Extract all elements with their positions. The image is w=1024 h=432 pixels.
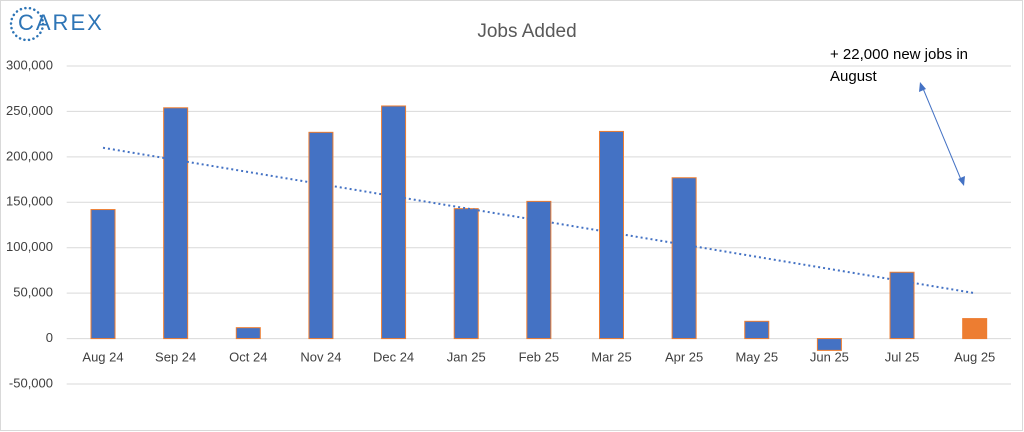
y-tick-label: 0 — [46, 330, 53, 345]
arrow-head — [919, 82, 926, 92]
x-tick-label: Aug 24 — [82, 349, 123, 364]
bar — [163, 107, 189, 340]
y-tick-label: 50,000 — [13, 285, 53, 300]
arrow-line — [921, 85, 963, 183]
x-tick-label: Apr 25 — [665, 349, 703, 364]
bar — [889, 271, 915, 340]
bar — [962, 318, 988, 340]
chart-title: Jobs Added — [477, 21, 576, 42]
y-tick-label: -50,000 — [9, 375, 53, 390]
x-tick-label: Sep 24 — [155, 349, 196, 364]
logo: CAREX — [9, 6, 104, 42]
bar — [671, 177, 697, 340]
annotation-arrow — [919, 82, 965, 186]
x-tick-label: Dec 24 — [373, 349, 414, 364]
bar — [526, 200, 552, 340]
y-tick-label: 200,000 — [6, 148, 53, 163]
trendline — [102, 146, 975, 295]
arrow-head — [958, 176, 965, 186]
annotation: + 22,000 new jobs in August — [830, 46, 969, 85]
bar — [90, 209, 116, 340]
marks — [90, 105, 988, 351]
y-tick-label: 250,000 — [6, 103, 53, 118]
y-tick-label: 150,000 — [6, 194, 53, 209]
x-tick-label: Aug 25 — [954, 349, 995, 364]
x-tick-label: Jun 25 — [810, 349, 849, 364]
bar — [381, 105, 407, 340]
x-tick-label: Jan 25 — [447, 349, 486, 364]
bar — [816, 338, 842, 351]
bar — [235, 327, 261, 340]
x-tick-label: May 25 — [735, 349, 778, 364]
logo-ring — [9, 6, 45, 42]
bar — [744, 320, 770, 340]
logo-text: CAREX — [18, 10, 104, 35]
bar — [308, 131, 334, 340]
y-tick-label: 300,000 — [6, 57, 53, 72]
x-tick-label: Nov 24 — [300, 349, 341, 364]
x-tick-label: Mar 25 — [591, 349, 631, 364]
x-tick-label: Jul 25 — [885, 349, 920, 364]
grid: -50,000 0 50,000 100,000 150,000 200,000 250,0… — [6, 57, 1011, 390]
x-tick-label: Oct 24 — [229, 349, 267, 364]
bar — [598, 130, 624, 340]
bar — [453, 208, 479, 340]
y-tick-label: 100,000 — [6, 239, 53, 254]
x-tick-label: Feb 25 — [519, 349, 559, 364]
